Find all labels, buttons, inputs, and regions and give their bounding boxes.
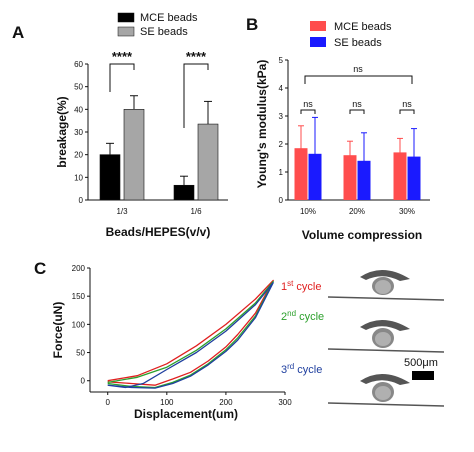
ns-label: ns	[303, 99, 313, 109]
bar-se-0	[123, 109, 145, 201]
x-axis-title: Displacement(um)	[134, 407, 238, 421]
panel-letter-a: A	[12, 23, 24, 42]
y-tick-label: 5	[279, 56, 284, 65]
y-tick-label: 0	[279, 196, 284, 205]
y-tick-label: 10	[74, 173, 83, 182]
bar-mce-1	[173, 184, 195, 201]
x-tick-label: 1/3	[116, 207, 128, 216]
y-tick-label: 20	[74, 151, 83, 160]
x-axis-title: Beads/HEPES(v/v)	[106, 225, 211, 239]
x-tick-label: 0	[106, 398, 111, 407]
significance-bracket	[183, 63, 209, 128]
y-axis-title: Force(uN)	[51, 302, 65, 359]
y-tick-label: 4	[279, 84, 284, 93]
y-tick-label: 50	[74, 83, 83, 92]
photo-cycle-1	[327, 269, 446, 308]
y-tick-label: 40	[74, 105, 83, 114]
x-tick-label: 100	[160, 398, 174, 407]
cycle-label-2: 2nd cycle	[281, 309, 324, 323]
legend-swatch	[117, 12, 135, 23]
legend-swatch	[117, 26, 135, 37]
bar-mce-2	[393, 152, 407, 200]
significance-label: ****	[112, 49, 133, 64]
y-tick-label: 150	[72, 292, 86, 301]
bar-se-1	[197, 123, 219, 201]
ns-bracket-overall	[304, 75, 413, 84]
panel-b-bar-chart: 0 1 2 3 4 5 10% 20% 30% ns ns ns ns MCE beads SE beads…	[255, 21, 430, 242]
significance-bracket	[109, 63, 135, 92]
photo-cycle-2	[327, 310, 446, 356]
panel-letter-b: B	[246, 15, 258, 34]
curve-cycle-1	[107, 279, 274, 386]
ns-label: ns	[402, 99, 412, 109]
y-tick-label: 3	[279, 112, 284, 121]
significance-label: ****	[186, 49, 207, 64]
x-tick-label: 1/6	[190, 207, 202, 216]
legend-swatch	[310, 21, 326, 31]
x-tick-label: 30%	[399, 207, 415, 216]
cycle-label-3: 3rd cycle	[281, 362, 322, 376]
legend-label: SE beads	[334, 37, 382, 49]
bar-mce-0	[99, 154, 121, 201]
panel-letter-c: C	[34, 259, 46, 278]
curve-cycle-2	[107, 280, 274, 389]
x-tick-label: 20%	[349, 207, 365, 216]
x-axis-title: Volume compression	[302, 228, 422, 242]
y-axis-title: breakage(%)	[55, 96, 69, 167]
scale-bar-label: 500μm	[404, 357, 438, 369]
x-tick-label: 10%	[300, 207, 316, 216]
panel-a-bar-chart: 0 10 20 30 40 50 60 1/3 1/6 **** **** MCE beads SE b…	[55, 12, 228, 239]
x-tick-label: 200	[219, 398, 233, 407]
photo-cycle-3	[327, 360, 446, 410]
y-tick-label: 100	[72, 320, 86, 329]
ns-bracket	[399, 109, 415, 114]
bar-mce-0	[294, 148, 308, 200]
y-tick-label: 0	[79, 196, 84, 205]
x-tick-label: 300	[278, 398, 292, 407]
legend-label: SE beads	[140, 26, 188, 38]
y-tick-label: 200	[72, 264, 86, 273]
ns-label-overall: ns	[353, 64, 363, 74]
y-tick-label: 30	[74, 128, 83, 137]
ns-bracket	[300, 109, 316, 114]
curve-cycle-3	[107, 282, 274, 389]
cycle-label-1: 1st cycle	[281, 279, 321, 293]
bead-compression-photos: 500μm	[327, 269, 446, 410]
legend-label: MCE beads	[334, 21, 392, 33]
y-tick-label: 50	[76, 349, 85, 358]
legend-label: MCE beads	[140, 12, 198, 24]
ns-bracket	[349, 109, 365, 114]
y-tick-label: 0	[81, 377, 86, 386]
y-axis-title: Young's modulus(kPa)	[255, 60, 269, 189]
legend-swatch	[310, 37, 326, 47]
panel-c-line-chart: 0 50 100 150 200 0 100 200 300 1st cycle 2nd cycle…	[51, 264, 324, 421]
y-tick-label: 2	[279, 140, 284, 149]
scale-bar	[412, 371, 434, 380]
y-tick-label: 60	[74, 60, 83, 69]
y-tick-label: 1	[279, 168, 284, 177]
ns-label: ns	[352, 99, 362, 109]
bar-mce-1	[343, 155, 357, 200]
